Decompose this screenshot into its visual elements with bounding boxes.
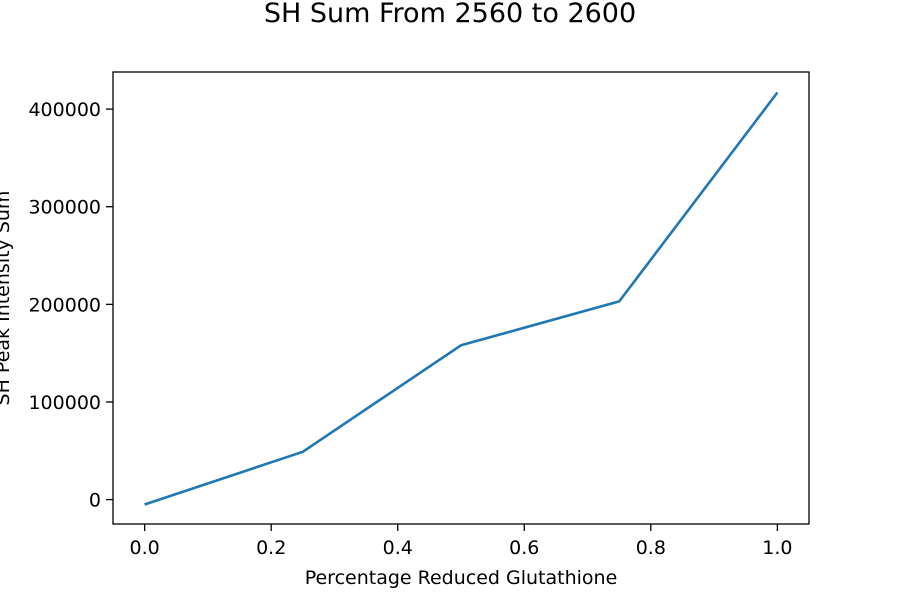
x-tick-label: 0.0 (130, 537, 160, 559)
x-axis: 0.0 0.2 0.4 0.6 0.8 1.0 (130, 524, 792, 559)
y-tick-label: 300000 (28, 197, 101, 219)
y-axis-label: SH Peak Intensity Sum (0, 191, 14, 406)
y-tick-label: 0 (89, 490, 101, 512)
x-axis-label: Percentage Reduced Glutathione (305, 567, 618, 589)
chart-title: SH Sum From 2560 to 2600 (264, 0, 636, 29)
series-line-0 (144, 91, 779, 506)
x-tick-label: 0.8 (636, 537, 666, 559)
plot-frame (112, 71, 810, 525)
x-tick-label: 0.4 (383, 537, 413, 559)
x-tick-label: 0.2 (256, 537, 286, 559)
plot-area (112, 71, 810, 525)
y-tick-label: 400000 (28, 99, 101, 121)
y-axis: 0 100000 200000 300000 400000 (28, 99, 113, 512)
x-tick-label: 1.0 (762, 537, 792, 559)
y-tick-label: 200000 (28, 294, 101, 316)
series-layer (144, 91, 779, 506)
x-tick-label: 0.6 (509, 537, 539, 559)
y-tick-label: 100000 (28, 392, 101, 414)
